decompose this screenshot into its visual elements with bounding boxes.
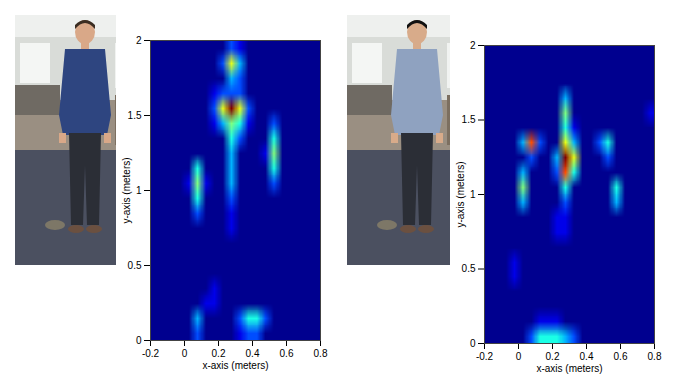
svg-text:x-axis (meters): x-axis (meters) [202, 360, 268, 371]
svg-text:0.4: 0.4 [580, 351, 594, 362]
svg-text:y-axis (meters): y-axis (meters) [455, 161, 466, 227]
svg-text:y-axis (meters): y-axis (meters) [121, 157, 132, 223]
svg-text:0.2: 0.2 [546, 351, 560, 362]
svg-text:0.6: 0.6 [614, 351, 628, 362]
svg-text:0: 0 [182, 348, 188, 359]
svg-text:1: 1 [136, 185, 142, 196]
svg-text:0.8: 0.8 [314, 348, 328, 359]
svg-text:0.6: 0.6 [280, 348, 294, 359]
svg-text:1: 1 [470, 189, 476, 200]
svg-text:0.8: 0.8 [648, 351, 662, 362]
svg-text:1.5: 1.5 [462, 114, 476, 125]
svg-text:-0.2: -0.2 [142, 348, 160, 359]
svg-text:0: 0 [516, 351, 522, 362]
svg-text:1.5: 1.5 [128, 110, 142, 121]
svg-text:2: 2 [136, 35, 142, 46]
svg-text:0.5: 0.5 [462, 263, 476, 274]
svg-text:0.5: 0.5 [128, 260, 142, 271]
svg-text:0.4: 0.4 [246, 348, 260, 359]
svg-text:-0.2: -0.2 [476, 351, 494, 362]
svg-text:x-axis (meters): x-axis (meters) [536, 363, 602, 374]
svg-text:0: 0 [470, 338, 476, 349]
svg-text:0.2: 0.2 [212, 348, 226, 359]
svg-text:0: 0 [136, 335, 142, 346]
svg-text:2: 2 [470, 40, 476, 51]
